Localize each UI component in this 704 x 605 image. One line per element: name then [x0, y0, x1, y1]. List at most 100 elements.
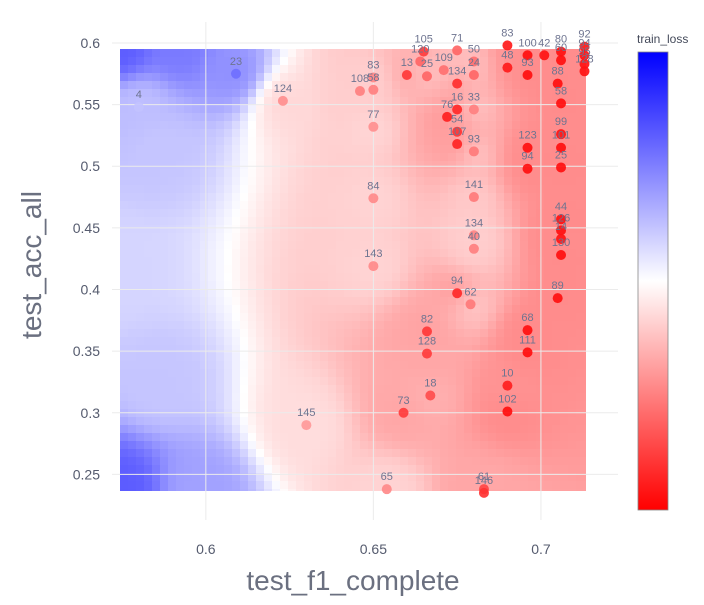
heatmap-cell: [520, 169, 528, 177]
heatmap-cell: [264, 449, 272, 457]
heatmap-cell: [560, 417, 568, 425]
heatmap-cell: [448, 281, 456, 289]
heatmap-cell: [352, 329, 360, 337]
heatmap-cell: [552, 377, 560, 385]
heatmap-cell: [392, 289, 400, 297]
heatmap-cell: [504, 161, 512, 169]
heatmap-cell: [552, 281, 560, 289]
heatmap-cell: [440, 49, 448, 57]
heatmap-cell: [448, 49, 456, 57]
heatmap-cell: [192, 137, 200, 145]
heatmap-cell: [376, 57, 384, 65]
heatmap-cell: [304, 65, 312, 73]
heatmap-cell: [464, 177, 472, 185]
heatmap-cell: [328, 449, 336, 457]
heatmap-cell: [136, 385, 144, 393]
heatmap-cell: [264, 241, 272, 249]
heatmap-cell: [216, 369, 224, 377]
heatmap-cell: [304, 113, 312, 121]
heatmap-cell: [576, 393, 584, 401]
heatmap-cell: [200, 393, 208, 401]
heatmap-cell: [168, 233, 176, 241]
heatmap-cell: [168, 209, 176, 217]
heatmap-cell: [272, 225, 280, 233]
heatmap-cell: [120, 65, 128, 73]
heatmap-cell: [120, 329, 128, 337]
heatmap-cell: [560, 433, 568, 441]
heatmap-cell: [488, 145, 496, 153]
heatmap-cell: [512, 289, 520, 297]
heatmap-cell: [496, 273, 504, 281]
heatmap-cell: [120, 457, 128, 465]
heatmap-cell: [200, 153, 208, 161]
heatmap-cell: [224, 185, 232, 193]
heatmap-cell: [152, 385, 160, 393]
heatmap-cell: [368, 425, 376, 433]
heatmap-cell: [128, 137, 136, 145]
heatmap-cell: [312, 225, 320, 233]
heatmap-cell: [328, 185, 336, 193]
heatmap-cell: [472, 457, 480, 465]
heatmap-cell: [320, 361, 328, 369]
heatmap-cell: [496, 105, 504, 113]
heatmap-cell: [160, 385, 168, 393]
heatmap-cell: [496, 73, 504, 81]
heatmap-cell: [200, 385, 208, 393]
heatmap-cell: [544, 449, 552, 457]
heatmap-cell: [456, 441, 464, 449]
heatmap-cell: [512, 345, 520, 353]
heatmap-cell: [456, 201, 464, 209]
heatmap-cell: [288, 201, 296, 209]
heatmap-cell: [560, 177, 568, 185]
heatmap-cell: [304, 73, 312, 81]
heatmap-cell: [264, 113, 272, 121]
heatmap-cell: [440, 281, 448, 289]
heatmap-cell: [144, 321, 152, 329]
heatmap-cell: [216, 433, 224, 441]
heatmap-cell: [424, 425, 432, 433]
heatmap-cell: [560, 65, 568, 73]
heatmap-cell: [512, 401, 520, 409]
heatmap-cell: [576, 481, 584, 489]
heatmap-cell: [360, 393, 368, 401]
heatmap-cell: [432, 433, 440, 441]
heatmap-cell: [464, 113, 472, 121]
heatmap-cell: [344, 265, 352, 273]
heatmap-cell: [120, 353, 128, 361]
heatmap-cell: [504, 489, 512, 491]
heatmap-cell: [232, 457, 240, 465]
heatmap-cell: [272, 273, 280, 281]
data-point: [368, 121, 379, 132]
heatmap-cell: [512, 185, 520, 193]
heatmap-cell: [520, 489, 528, 491]
heatmap-cell: [192, 297, 200, 305]
heatmap-cell: [216, 337, 224, 345]
heatmap-cell: [264, 49, 272, 57]
heatmap-cell: [512, 473, 520, 481]
heatmap-cell: [416, 265, 424, 273]
heatmap-cell: [120, 273, 128, 281]
heatmap-cell: [288, 249, 296, 257]
heatmap-cell: [480, 449, 488, 457]
heatmap-cell: [328, 393, 336, 401]
heatmap-cell: [168, 249, 176, 257]
heatmap-cell: [208, 337, 216, 345]
heatmap-cell: [160, 105, 168, 113]
heatmap-cell: [408, 289, 416, 297]
heatmap-cell: [360, 233, 368, 241]
heatmap-cell: [312, 401, 320, 409]
heatmap-cell: [232, 217, 240, 225]
heatmap-cell: [264, 273, 272, 281]
heatmap-cell: [320, 489, 328, 491]
heatmap-cell: [576, 105, 584, 113]
heatmap-cell: [520, 457, 528, 465]
heatmap-cell: [136, 441, 144, 449]
heatmap-cell: [304, 337, 312, 345]
heatmap-cell: [584, 249, 586, 257]
heatmap-cell: [528, 177, 536, 185]
heatmap-cell: [256, 177, 264, 185]
heatmap-cell: [536, 417, 544, 425]
heatmap-cell: [232, 385, 240, 393]
heatmap-cell: [152, 265, 160, 273]
heatmap-cell: [136, 417, 144, 425]
